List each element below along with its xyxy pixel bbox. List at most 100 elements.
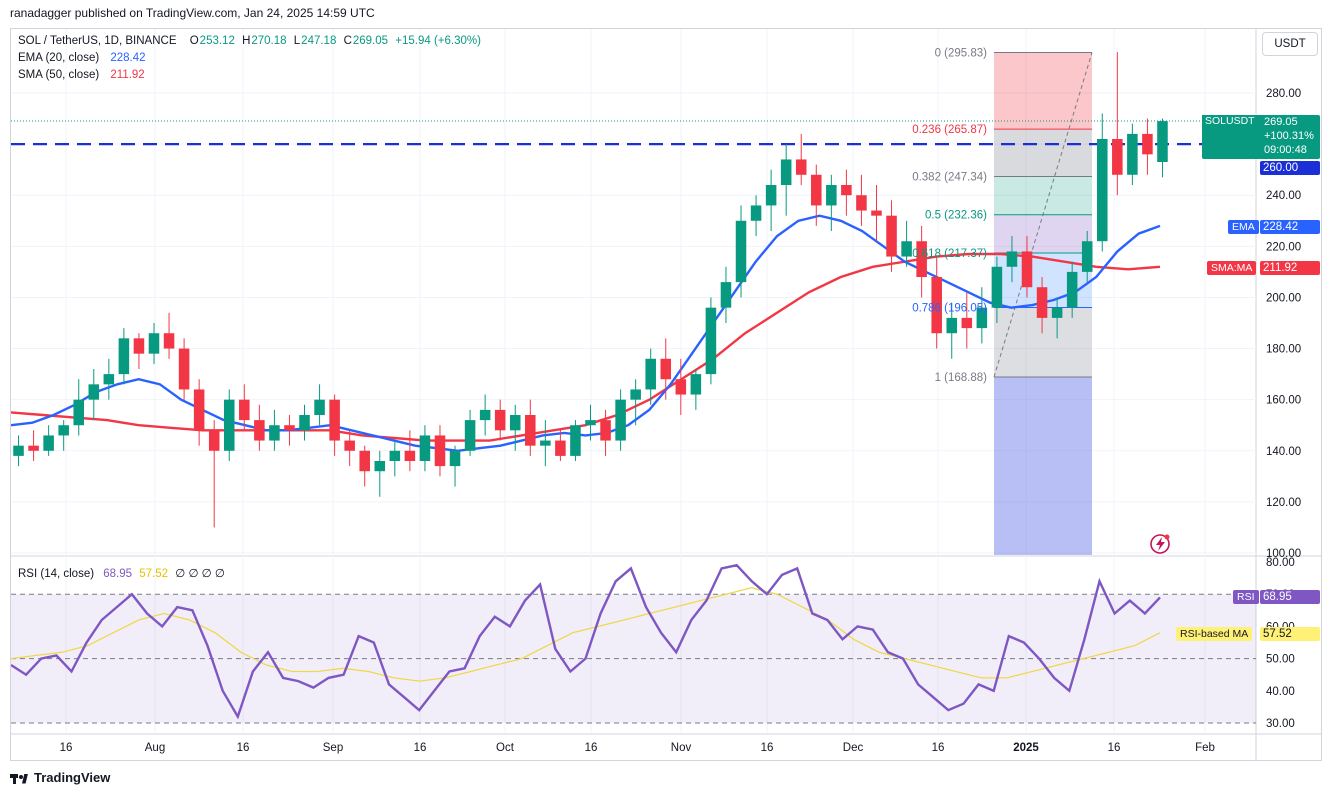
tradingview-logo-text: TradingView [34,770,111,785]
rsi-line [11,563,1161,720]
candle-body [1081,241,1093,272]
candle-body [434,435,446,467]
candle-body [615,399,626,441]
rsi-label: RSI (14, close) [18,568,95,580]
candle [73,379,85,436]
candle [1081,231,1093,283]
candle-body [705,307,717,375]
fib-extension-zone [994,376,1092,555]
high-label: H [242,35,251,47]
candle-body [690,374,702,395]
candle [961,292,973,349]
candle [28,430,39,461]
time-tick: 2025 [1013,742,1039,754]
candle-body [329,399,340,441]
time-tick: Dec [843,742,864,754]
candle [916,225,927,298]
candle [765,169,777,231]
time-axis[interactable]: 16 Aug 16 Sep 16 Oct 16 Nov 16 Dec 16 2025 16 Feb [60,742,1215,754]
candle [570,420,581,461]
candle-body [660,358,672,380]
sma-line [11,252,1161,442]
ema-line [11,214,1161,453]
horizontal-level[interactable] [11,120,1256,146]
time-tick: Oct [496,742,515,754]
candle-body [208,430,220,451]
candle-body [811,174,822,206]
candle-body [88,384,100,400]
candle [1006,236,1018,283]
candle [449,445,461,487]
price-tick: 160.00 [1266,395,1301,407]
candle [780,144,792,216]
sma-value: 211.92 [110,69,145,81]
candle-body [675,379,687,395]
rsi-tick: 80.00 [1266,557,1295,569]
candle [630,379,641,426]
fib-label: 0.618 (217.37) [912,248,987,260]
ema-badge-value: 228.42 [1260,220,1320,234]
candle-body [118,338,130,375]
candle [1096,113,1108,252]
candle [404,430,416,472]
legend-symbol: SOL / TetherUS, 1D, BINANCE [18,35,177,47]
candle [735,205,747,298]
rsi-ma-line [11,587,1161,682]
countdown-value: 09:00:48 [1264,144,1307,156]
legend-symbol-row[interactable]: SOL / TetherUS, 1D, BINANCE O253.12 H270… [18,35,485,47]
candle-body [540,440,551,446]
candle-body [961,317,973,329]
legend-rsi-row[interactable]: RSI (14, close) 68.95 57.52 ∅ ∅ ∅ ∅ [18,566,229,580]
candle-body [43,435,54,451]
candle [419,425,431,472]
candle-body [991,266,1003,308]
ema-value: 228.42 [110,52,146,64]
candle [1127,123,1138,185]
legend-sma-row[interactable]: SMA (50, close) 211.92 [18,69,149,81]
candle [1112,52,1123,196]
candle [178,338,190,400]
candle [826,174,837,231]
ema-label: EMA (20, close) [18,52,100,64]
candle [103,358,115,400]
bolt-icon[interactable] [1150,534,1170,554]
price-badge-value: 269.05 [1264,116,1298,128]
candle [660,338,672,400]
candle-body [630,389,641,400]
fib-zone [994,176,1092,215]
fib-zone [994,52,1092,130]
candle [359,445,370,487]
rsi-ma-badge-label: RSI-based MA [1176,627,1253,641]
open-label: O [189,35,199,47]
low-value: 247.18 [301,35,337,47]
candle-body [58,425,69,436]
candle-body [163,333,175,349]
legend-ema-row[interactable]: EMA (20, close) 228.42 [18,52,150,64]
candle-body [585,420,596,426]
candle [1051,297,1063,339]
rsi-tick: 40.00 [1266,686,1295,698]
candle-body [103,374,115,385]
price-tick: 200.00 [1266,292,1301,304]
candle [841,169,852,216]
currency-button[interactable]: USDT [1262,32,1318,56]
candle [254,404,265,451]
close-value: 269.05 [352,35,389,47]
candle-body [299,415,310,431]
rsi-value: 68.95 [103,568,133,580]
candle [1142,118,1153,175]
time-tick: 16 [1108,742,1121,754]
candle [871,185,882,242]
time-tick: 16 [237,742,250,754]
candle [720,266,732,323]
candle [269,409,280,451]
low-label: L [293,35,301,47]
tradingview-logo[interactable]: TradingView [10,770,110,785]
candle [946,302,958,359]
candle-body [856,195,867,211]
fib-label: 1 (168.88) [935,372,988,384]
candle [705,297,717,385]
time-tick: 16 [585,742,598,754]
